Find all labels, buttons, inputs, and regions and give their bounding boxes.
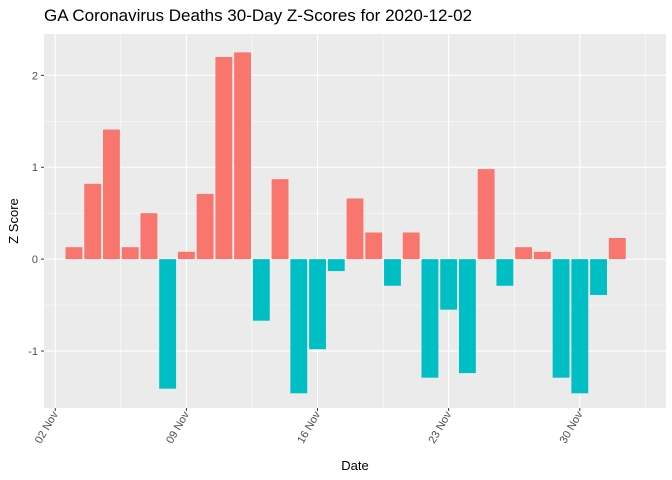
- x-tick-label: 02 Nov: [33, 409, 61, 446]
- bar-18-nov: [346, 198, 364, 260]
- y-axis-ticks: -1 0 1 2: [28, 70, 44, 358]
- bars: [65, 52, 626, 394]
- bar-21-nov: [402, 232, 420, 260]
- bar-24-nov: [458, 259, 476, 374]
- bar-16-nov: [309, 259, 326, 350]
- bar-27-nov: [515, 247, 533, 260]
- x-axis-title: Date: [341, 458, 368, 473]
- chart-title: GA Coronavirus Deaths 30-Day Z-Scores fo…: [44, 6, 473, 25]
- bar-04-nov: [84, 183, 102, 260]
- y-tick-label: 0: [32, 254, 38, 266]
- x-tick-label: 16 Nov: [295, 409, 323, 446]
- bar-30-nov: [571, 259, 589, 394]
- bar-22-nov: [421, 259, 439, 378]
- bar-09-nov: [177, 251, 195, 260]
- bar-19-nov: [365, 232, 383, 260]
- bar-23-nov: [440, 259, 458, 310]
- x-tick-label: 09 Nov: [164, 409, 192, 446]
- bar-11-nov: [215, 56, 233, 260]
- x-axis-ticks: 02 Nov 09 Nov 16 Nov 23 Nov 30 Nov: [33, 408, 586, 446]
- x-tick-label: 30 Nov: [558, 409, 586, 446]
- y-axis-title: Z Score: [6, 198, 21, 244]
- y-tick-label: -1: [28, 346, 38, 358]
- bar-02-dec: [608, 238, 626, 260]
- bar-07-nov: [140, 213, 158, 260]
- bar-10-nov: [196, 193, 214, 260]
- y-tick-label: 2: [32, 70, 38, 82]
- bar-13-nov: [252, 259, 270, 321]
- bar-08-nov: [159, 259, 177, 389]
- bar-29-nov: [552, 259, 570, 378]
- bar-15-nov: [290, 259, 308, 394]
- bar-05-nov: [103, 129, 120, 260]
- bar-03-nov: [65, 247, 83, 260]
- bar-14-nov: [271, 179, 289, 260]
- bar-26-nov: [496, 259, 514, 286]
- bar-25-nov: [477, 169, 495, 260]
- y-tick-label: 1: [32, 162, 38, 174]
- x-tick-label: 23 Nov: [426, 409, 454, 446]
- bar-28-nov: [533, 251, 551, 260]
- bar-12-nov: [234, 52, 252, 260]
- bar-06-nov: [121, 247, 139, 260]
- bar-01-dec: [590, 259, 607, 295]
- bar-17-nov: [327, 259, 345, 272]
- bar-20-nov: [384, 259, 401, 286]
